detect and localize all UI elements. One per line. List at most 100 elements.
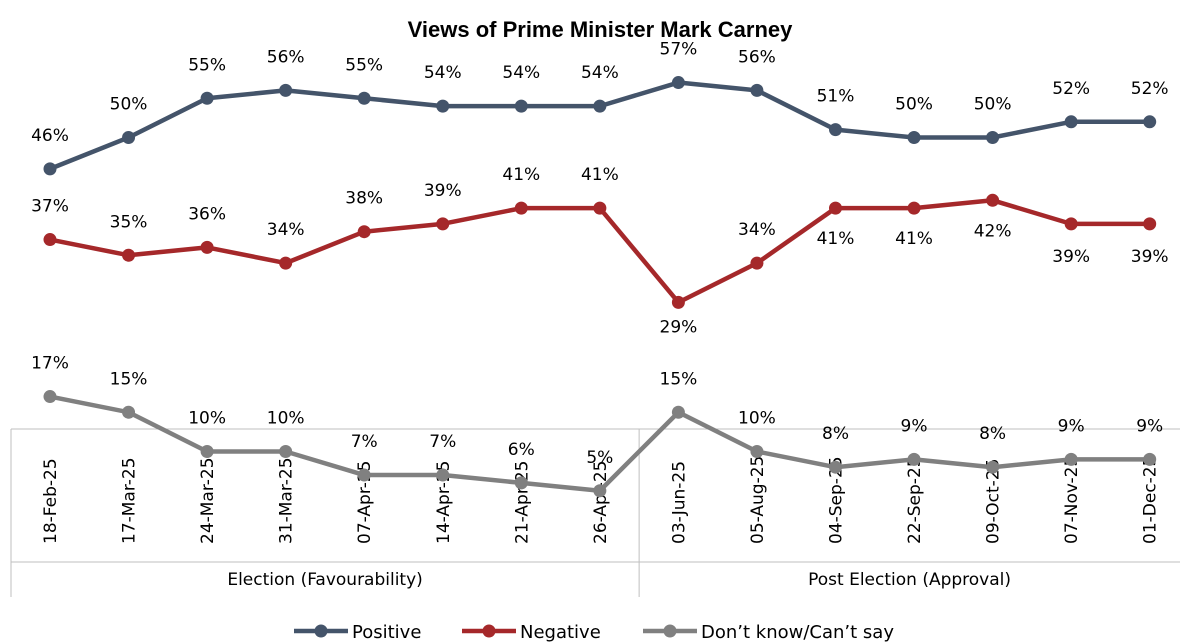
data-point xyxy=(1143,115,1157,129)
legend-label: Negative xyxy=(520,622,601,642)
legend-swatch-marker xyxy=(314,624,328,638)
data-label: 37% xyxy=(31,197,69,217)
series-1 xyxy=(43,76,1157,176)
data-label: 39% xyxy=(1131,247,1169,267)
data-point xyxy=(43,390,57,404)
data-label: 8% xyxy=(979,424,1006,444)
data-point xyxy=(279,83,293,97)
data-point xyxy=(436,217,450,231)
data-label: 55% xyxy=(188,55,226,75)
data-point xyxy=(43,162,57,176)
legend-swatch-marker xyxy=(663,624,677,638)
data-point xyxy=(514,476,528,490)
data-label: 10% xyxy=(267,409,305,429)
data-label: 10% xyxy=(738,409,776,429)
data-label: 29% xyxy=(660,317,698,337)
data-label: 56% xyxy=(267,47,305,67)
legend-item: Negative xyxy=(462,622,601,642)
data-point xyxy=(907,131,921,144)
data-point xyxy=(750,83,764,97)
data-labels: 46% 50% 55% 56% 55% 54% 54% 54% 57% 56% 51% 50% 50% 5… xyxy=(31,40,1168,468)
data-label: 7% xyxy=(351,432,378,452)
data-label: 34% xyxy=(738,220,776,240)
series-3 xyxy=(43,390,1157,498)
x-group-label: Post Election (Approval) xyxy=(808,570,1011,590)
data-label: 9% xyxy=(1136,416,1163,436)
data-point xyxy=(1064,452,1078,466)
data-label: 35% xyxy=(110,212,148,232)
legend-label: Positive xyxy=(352,622,421,642)
data-label: 56% xyxy=(738,47,776,67)
data-point xyxy=(829,123,842,137)
data-point xyxy=(357,91,371,105)
data-point xyxy=(514,99,528,113)
data-point xyxy=(671,76,685,90)
x-tick-label: 07-Apr-25 xyxy=(355,461,375,544)
x-tick-label: 18-Feb-25 xyxy=(41,458,61,544)
x-tick-label: 14-Apr-25 xyxy=(434,461,454,544)
legend-item: Don’t know/Can’t say xyxy=(643,622,894,642)
data-label: 41% xyxy=(502,165,540,185)
data-label: 41% xyxy=(895,229,933,249)
x-axis: 18-Feb-25 17-Mar-25 24-Mar-25 31-Mar-25 07-A… xyxy=(10,428,1180,597)
data-point xyxy=(1143,217,1157,231)
data-point xyxy=(671,405,685,419)
x-tick-label: 24-Mar-25 xyxy=(198,457,218,544)
data-label: 10% xyxy=(188,409,226,429)
data-point xyxy=(200,240,214,254)
data-point xyxy=(122,131,136,144)
data-point xyxy=(436,99,450,113)
data-point xyxy=(986,193,1000,207)
data-point xyxy=(122,405,136,419)
data-point xyxy=(357,225,371,239)
series-2 xyxy=(43,193,1157,309)
x-tick-label: 04-Sep-25 xyxy=(827,456,847,544)
x-tick-label: 22-Sep-25 xyxy=(905,456,925,544)
data-label: 8% xyxy=(822,424,849,444)
x-tick-label: 21-Apr-25 xyxy=(512,461,532,544)
data-point xyxy=(279,256,293,270)
data-label: 50% xyxy=(974,95,1012,115)
data-label: 54% xyxy=(502,63,540,83)
data-label: 38% xyxy=(345,189,383,209)
data-point xyxy=(436,468,450,482)
data-point xyxy=(200,445,214,458)
data-label: 15% xyxy=(660,369,698,389)
x-tick-label: 03-Jun-25 xyxy=(669,461,689,544)
data-point xyxy=(986,460,1000,474)
data-point xyxy=(1064,115,1078,129)
data-label: 51% xyxy=(817,87,855,107)
x-group-label: Election (Favourability) xyxy=(227,570,422,590)
data-point xyxy=(1143,452,1157,466)
data-label: 52% xyxy=(1131,79,1169,99)
data-label: 6% xyxy=(508,440,535,460)
x-tick-label: 31-Mar-25 xyxy=(277,457,297,544)
data-label: 50% xyxy=(895,95,933,115)
data-point xyxy=(671,295,685,309)
data-label: 46% xyxy=(31,126,69,146)
x-tick-label: 17-Mar-25 xyxy=(120,457,140,544)
legend-swatch-marker xyxy=(482,624,496,638)
data-label: 57% xyxy=(660,40,698,60)
data-point xyxy=(279,445,293,458)
data-point xyxy=(829,201,842,215)
data-label: 9% xyxy=(901,416,928,436)
data-label: 17% xyxy=(31,354,69,374)
legend-item: Positive xyxy=(294,622,421,642)
data-point xyxy=(986,131,1000,144)
data-label: 52% xyxy=(1052,79,1090,99)
data-label: 9% xyxy=(1058,416,1085,436)
data-point xyxy=(1064,217,1078,231)
x-tick-label: 07-Nov-25 xyxy=(1062,456,1082,544)
data-point xyxy=(593,484,607,498)
data-point xyxy=(122,248,136,262)
data-point xyxy=(514,201,528,215)
data-label: 42% xyxy=(974,221,1012,241)
chart-title: Views of Prime Minister Mark Carney xyxy=(408,17,794,42)
data-label: 34% xyxy=(267,220,305,240)
data-label: 41% xyxy=(817,229,855,249)
data-point xyxy=(593,201,607,215)
data-label: 39% xyxy=(1052,247,1090,267)
series-layer xyxy=(43,76,1157,498)
